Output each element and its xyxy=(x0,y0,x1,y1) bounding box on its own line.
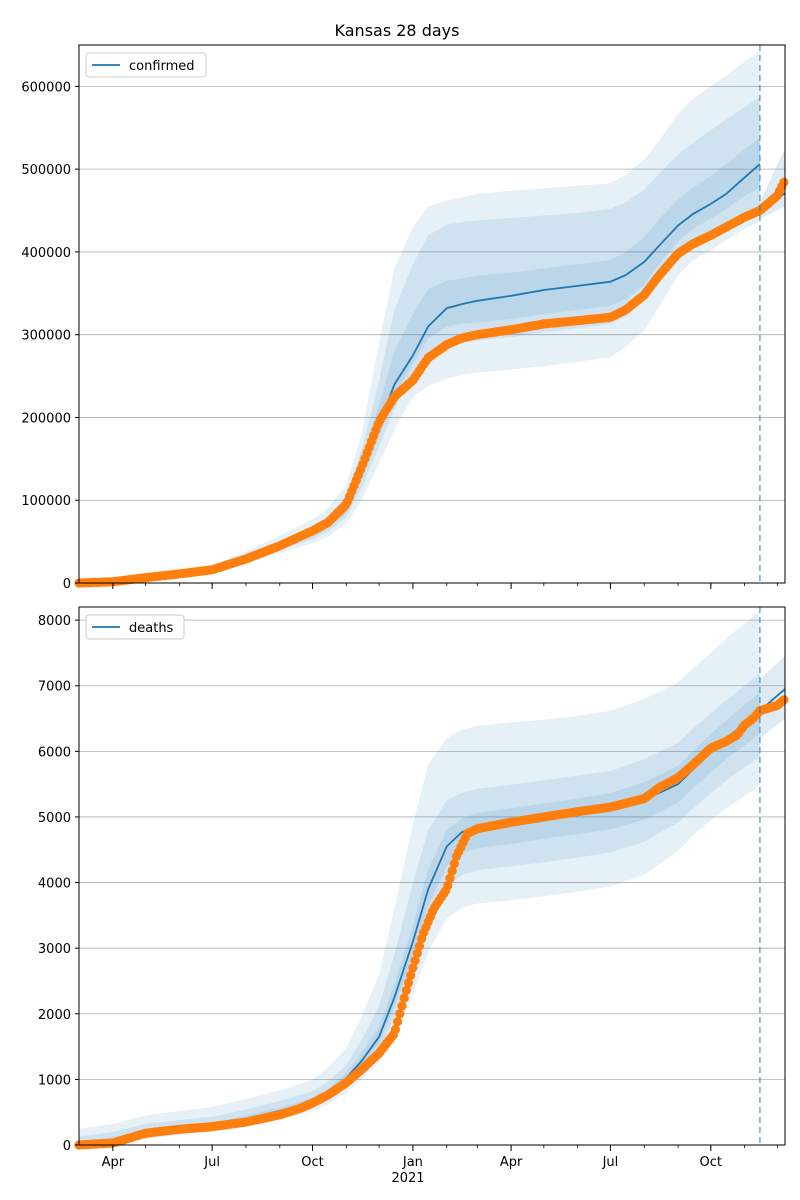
x-tick-label: Oct xyxy=(700,1155,722,1170)
y-tick-label: 500000 xyxy=(21,163,71,178)
chart-title: Kansas 28 days xyxy=(335,21,460,40)
legend-label: confirmed xyxy=(129,59,195,74)
y-tick-label: 4000 xyxy=(38,877,71,892)
x-tick-label: Jul xyxy=(602,1155,619,1170)
deaths-panel: 0 1000 2000 3000 4000 5000 6000 7000 8000 Apr Jul O… xyxy=(38,606,789,1170)
y-tick-label: 600000 xyxy=(21,80,71,95)
observed-point xyxy=(410,956,420,966)
observed-point xyxy=(414,941,425,951)
observed-point xyxy=(393,1017,403,1027)
legend-label: deaths xyxy=(129,621,174,636)
uncertainty-band xyxy=(79,673,760,1145)
observed-point xyxy=(779,695,789,705)
observed-point xyxy=(395,1009,405,1019)
legend: deaths xyxy=(85,614,185,640)
year-label: 2021 xyxy=(391,1171,424,1186)
legend-box xyxy=(85,614,185,640)
y-tick-label: 200000 xyxy=(21,411,71,426)
x-tick-label: Apr xyxy=(102,1155,125,1170)
y-tick-label: 7000 xyxy=(38,680,71,695)
y-tick-label: 100000 xyxy=(21,494,71,509)
uncertainty-band xyxy=(79,610,760,1145)
legend-box xyxy=(85,52,207,78)
uncertainty-band xyxy=(79,51,760,584)
observed-point xyxy=(443,880,453,891)
observed-point xyxy=(408,963,418,973)
x-tick-label: Apr xyxy=(500,1155,523,1170)
legend: confirmed xyxy=(85,52,207,78)
y-tick-label: 300000 xyxy=(21,329,71,344)
observed-point xyxy=(447,866,457,876)
y-tick-label: 0 xyxy=(63,577,71,592)
y-tick-label: 2000 xyxy=(38,1008,71,1023)
x-tick-label: Oct xyxy=(301,1155,323,1170)
observed-point xyxy=(401,985,411,995)
observed-point xyxy=(412,948,422,958)
x-tick-label: Jan xyxy=(402,1155,423,1170)
observed-point xyxy=(399,993,409,1003)
y-tick-label: 8000 xyxy=(38,614,71,629)
observed-point xyxy=(406,970,416,981)
axes-frame xyxy=(78,606,786,1146)
y-tick-label: 0 xyxy=(63,1139,71,1154)
uncertainty-band xyxy=(79,97,760,583)
observed-point xyxy=(779,177,789,187)
observed-point xyxy=(397,1001,407,1011)
axes-frame xyxy=(78,44,786,584)
forecast-band xyxy=(759,656,785,739)
y-tick-label: 5000 xyxy=(38,811,71,826)
observed-point xyxy=(390,1024,400,1035)
y-tick-label: 3000 xyxy=(38,942,71,957)
observed-point xyxy=(403,978,414,988)
confirmed-panel: 0 100000 200000 300000 400000 500000 600000 con… xyxy=(21,44,789,592)
x-tick-label: Jul xyxy=(203,1155,220,1170)
y-tick-label: 6000 xyxy=(38,745,71,760)
y-tick-label: 400000 xyxy=(21,246,71,261)
observed-point xyxy=(449,859,459,869)
y-tick-label: 1000 xyxy=(38,1073,71,1088)
observed-point xyxy=(445,873,455,883)
